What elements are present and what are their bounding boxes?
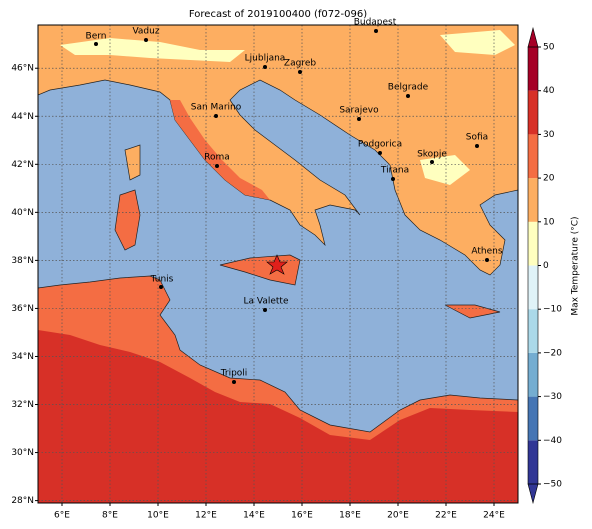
city-dot xyxy=(232,380,236,384)
city-dot xyxy=(475,144,479,148)
colorbar-tick-label: 10 xyxy=(543,217,555,227)
city-label: Vaduz xyxy=(132,27,159,37)
sardinia xyxy=(114,189,141,251)
y-tick-label: 44°N xyxy=(11,112,34,122)
city-dot xyxy=(406,94,410,98)
city-dot xyxy=(298,70,302,74)
colorbar-band xyxy=(528,265,538,310)
city-label: Zagreb xyxy=(284,59,316,69)
city-label: Roma xyxy=(204,153,230,163)
city-dot xyxy=(430,160,434,164)
colorbar-band xyxy=(528,396,538,441)
y-tick-label: 42°N xyxy=(11,160,34,170)
city-dot xyxy=(215,164,219,168)
title: Forecast of 2019100400 (f072-096) xyxy=(189,9,367,20)
cities: Bern Vaduz Budapest Ljubljana Zagreb Bel… xyxy=(86,18,503,384)
x-tick-label: 22°E xyxy=(435,511,457,521)
colorbar-label: Max Temperature (°C) xyxy=(571,216,581,315)
x-tick-label: 6°E xyxy=(54,511,70,521)
colorbar-band xyxy=(528,47,538,91)
colorbar-extend-bottom xyxy=(527,483,539,505)
colorbar-band xyxy=(528,221,538,266)
city-label: Belgrade xyxy=(388,83,429,93)
y-tick-label: 30°N xyxy=(11,448,34,458)
city-label: San Marino xyxy=(191,103,242,113)
corsica xyxy=(124,144,141,181)
colorbar-tick-label: 50 xyxy=(543,43,555,53)
colorbar-tick-label: −50 xyxy=(543,480,562,490)
colorbar-band xyxy=(528,352,538,397)
city-dot xyxy=(263,65,267,69)
y-tick-label: 32°N xyxy=(11,400,34,410)
colorbar: −50 −40 −30 −20 −10 0 10 20 30 40 50 xyxy=(527,26,562,505)
colorbar-extend-top xyxy=(527,26,539,48)
city-label: Bern xyxy=(86,32,107,42)
y-tick-label: 40°N xyxy=(11,208,34,218)
city-dot xyxy=(485,258,489,262)
colorbar-tick-label: 0 xyxy=(543,261,549,271)
y-tick-label: 34°N xyxy=(11,352,34,362)
city-dot xyxy=(374,29,378,33)
city-dot xyxy=(159,285,163,289)
colorbar-tick-label: −30 xyxy=(543,392,562,402)
colorbar-band xyxy=(528,90,538,135)
x-tick-label: 18°E xyxy=(339,511,361,521)
colorbar-band xyxy=(528,440,538,484)
coast-warm xyxy=(170,100,270,200)
x-tick-label: 8°E xyxy=(102,511,118,521)
city-dot xyxy=(391,177,395,181)
city-dot xyxy=(214,114,218,118)
colorbar-tick-label: −40 xyxy=(543,436,562,446)
x-tick-label: 10°E xyxy=(147,511,169,521)
city-label: Tirana xyxy=(380,166,409,176)
city-label: Budapest xyxy=(354,18,397,28)
colorbar-band xyxy=(528,309,538,353)
city-label: Skopje xyxy=(417,150,447,160)
alps xyxy=(60,38,245,62)
city-dot xyxy=(263,308,267,312)
colorbar-tick-label: 20 xyxy=(543,174,555,184)
colorbar-band xyxy=(528,134,538,179)
y-tick-label: 28°N xyxy=(11,496,34,506)
city-dot xyxy=(357,117,361,121)
colorbar-tick-label: −20 xyxy=(543,348,562,358)
x-tick-label: 20°E xyxy=(387,511,409,521)
y-tick-label: 36°N xyxy=(11,304,34,314)
x-tick-label: 16°E xyxy=(291,511,313,521)
colorbar-tick-label: −10 xyxy=(543,305,562,315)
city-label: La Valette xyxy=(244,297,289,307)
city-label: Sarajevo xyxy=(339,106,379,116)
city-dot xyxy=(378,151,382,155)
city-label: Tripoli xyxy=(220,369,248,379)
colorbar-tick-label: 40 xyxy=(543,86,555,96)
x-tick-label: 12°E xyxy=(195,511,217,521)
map-frame xyxy=(37,24,519,504)
y-tick-label: 38°N xyxy=(11,256,34,266)
city-label: Sofia xyxy=(466,133,488,143)
colorbar-band xyxy=(528,178,538,222)
y-tick-label: 46°N xyxy=(11,64,34,74)
city-dot xyxy=(144,38,148,42)
city-label: Tunis xyxy=(150,275,174,285)
colorbar-tick-label: 30 xyxy=(543,130,555,140)
hills xyxy=(440,30,515,55)
city-dot xyxy=(94,42,98,46)
star-marker xyxy=(266,254,288,275)
x-tick-label: 24°E xyxy=(483,511,505,521)
city-label: Athens xyxy=(471,247,502,257)
x-tick-label: 14°E xyxy=(243,511,265,521)
city-label: Podgorica xyxy=(358,140,402,150)
city-label: Ljubljana xyxy=(245,54,286,64)
